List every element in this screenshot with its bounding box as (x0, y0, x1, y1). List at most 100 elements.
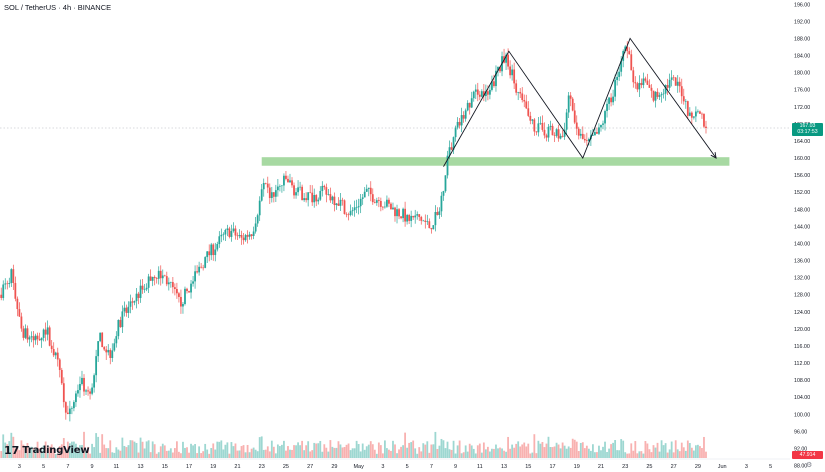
volume-bar (50, 444, 53, 458)
volume-bar (4, 442, 7, 458)
volume-bar (182, 441, 184, 458)
candle (317, 197, 320, 205)
volume-bar (226, 442, 229, 458)
candle (690, 111, 693, 124)
candle (396, 204, 398, 224)
candle-body (596, 132, 598, 134)
candle (299, 181, 301, 191)
volume-bar (388, 449, 390, 458)
gear-icon[interactable]: ⚙ (806, 461, 813, 469)
candle (8, 277, 11, 288)
candle-body (155, 278, 158, 279)
candle (638, 75, 641, 98)
y-axis[interactable]: 88.00 92.00 96.00 100.00 104.00 108.00 112.00 1… (794, 2, 810, 469)
candle-body (612, 96, 614, 103)
candle-body (12, 269, 15, 283)
candle-body (274, 190, 277, 197)
volume-bar (438, 445, 441, 458)
volume-bar (157, 452, 160, 458)
x-tick-label: 7 (66, 464, 69, 470)
candle (93, 373, 96, 393)
volume-bar (351, 448, 354, 458)
candle (325, 183, 328, 203)
candle (410, 210, 413, 228)
volume-bar (545, 443, 548, 458)
volume-bar (173, 448, 176, 458)
candle-body (293, 185, 295, 196)
volume-bar (592, 444, 594, 458)
volume-bar (525, 446, 528, 458)
x-tick-label: 29 (331, 464, 337, 470)
candle (523, 94, 526, 108)
candle-body (240, 235, 243, 238)
candle (674, 77, 677, 86)
volume-bar (22, 444, 25, 458)
candle (549, 120, 552, 131)
candle-body (285, 175, 287, 179)
candle-body (345, 213, 348, 215)
candle-body (16, 298, 19, 310)
candle (234, 225, 237, 240)
candle (422, 219, 425, 222)
candle-body (507, 54, 509, 67)
candle (636, 81, 639, 93)
x-tick-label: 23 (259, 464, 265, 470)
candle-body (553, 135, 556, 136)
volume-bar (222, 449, 225, 458)
x-tick-label: 23 (622, 464, 628, 470)
candle (56, 347, 59, 367)
volume-bar (274, 453, 277, 458)
bar-countdown: 03:17:53 (797, 129, 818, 135)
candle (137, 291, 140, 305)
x-tick-label: 3 (381, 464, 384, 470)
volume-bar (577, 451, 580, 458)
candle (293, 182, 295, 199)
candle (89, 388, 91, 400)
volume-bar (107, 448, 110, 458)
volume-bar (319, 440, 322, 458)
candle (40, 337, 43, 348)
volume-bar (537, 440, 540, 458)
volume-bar (341, 447, 344, 458)
volume-bar (373, 449, 376, 458)
volume-bar (640, 451, 643, 458)
candle (596, 127, 598, 134)
volume-bar (111, 452, 114, 458)
candle-body (77, 390, 79, 394)
candle-body (244, 235, 247, 241)
y-tick-label: 148.00 (794, 207, 810, 213)
candle (686, 100, 689, 119)
candle-body (703, 114, 705, 127)
candle-body (676, 81, 679, 86)
candle (416, 211, 419, 220)
candle-body (537, 123, 540, 133)
candle-body (559, 135, 562, 139)
volume-bar (133, 441, 136, 458)
volume-bar (359, 451, 362, 458)
x-axis[interactable]: 3 5 7 9 11 13 15 17 19 21 23 25 27 29 May 3 5 7 9 11 13 15 17 1… (0, 458, 790, 470)
volume-bar (216, 441, 219, 458)
y-tick-label: 164.00 (794, 139, 810, 145)
pattern-lines (443, 37, 717, 167)
candle-body (436, 211, 439, 215)
logo-text: TradingView (22, 445, 90, 456)
candle-body (270, 192, 273, 199)
candle-body (563, 129, 566, 137)
candle-body (420, 217, 423, 221)
x-tick-label: 13 (501, 464, 507, 470)
candle (434, 205, 437, 232)
volume-bar (533, 434, 536, 458)
candle-body (638, 82, 641, 90)
candle-body (432, 225, 435, 230)
candle (200, 262, 203, 269)
volume-bar (14, 448, 17, 458)
candle-body (319, 190, 322, 200)
candle-body (418, 214, 421, 218)
candle-body (486, 91, 489, 95)
candle-body (396, 209, 398, 217)
candle (214, 242, 217, 262)
candle (632, 66, 635, 88)
candle-body (176, 288, 178, 294)
candle (575, 115, 578, 136)
